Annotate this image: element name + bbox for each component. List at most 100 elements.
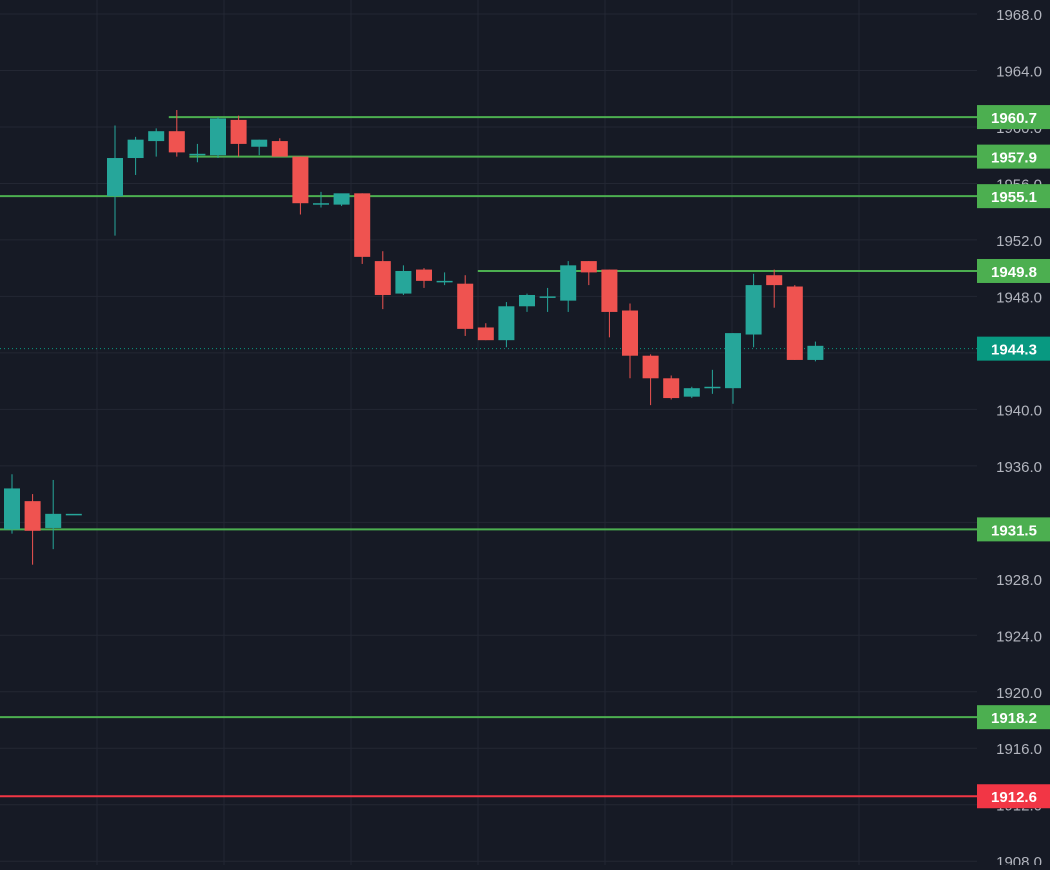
level-label: 1912.6 [991,789,1037,806]
candle-body [395,270,412,294]
candle [210,117,226,159]
candle [725,333,741,404]
y-tick-label: 1928.0 [996,572,1042,589]
candle-body [539,296,556,298]
candle [45,479,62,550]
candle-body [4,488,20,530]
candle [766,269,783,308]
price-axis[interactable]: 1968.01964.01960.01956.01952.01948.01944… [996,7,1042,870]
candle-body [168,131,185,153]
candle [457,275,474,336]
candle [251,139,268,156]
level-badge [977,184,1050,209]
candle [354,193,371,264]
candle [745,273,762,348]
candle-body [642,355,659,379]
candle-body [807,345,824,360]
y-tick-label: 1964.0 [996,63,1042,80]
candle-body [271,141,288,157]
candle [230,115,247,157]
candle [580,261,597,286]
candle-body [230,119,247,144]
candle [786,285,803,360]
price-labels: 1960.7 1957.9 1955.1 1949.8 1931.5 1918.2 1912… [977,105,1050,809]
candle [539,287,556,312]
y-tick-label: 1908.0 [996,854,1042,865]
candle-body [333,193,350,205]
candle [313,191,329,208]
level-badge [977,517,1050,542]
y-tick-label: 1940.0 [996,402,1042,419]
candle [807,341,824,362]
candle-body [416,269,432,281]
candle-body [745,285,762,335]
candle [395,265,412,295]
level-badge [977,144,1050,169]
candle-body [601,269,618,312]
y-tick-label: 1924.0 [996,628,1042,645]
candle-body [45,513,62,528]
candle-body [148,131,165,142]
candle-body [477,327,494,341]
candle-body [498,306,515,341]
candle [498,302,515,348]
candle [601,269,618,338]
candles [4,110,824,565]
level-label: 1960.7 [991,110,1037,127]
candle-body [313,203,329,205]
candle-body [292,156,309,204]
candle [292,156,309,215]
candle-body [663,378,680,399]
y-tick-label: 1920.0 [996,685,1042,702]
candle-body [622,310,638,356]
candle [148,128,165,157]
candle [271,138,288,157]
current-price-label: 1944.3 [991,342,1037,359]
level-label: 1918.2 [991,710,1037,727]
candle [436,272,453,286]
y-tick-label: 1936.0 [996,459,1042,476]
level-label: 1931.5 [991,522,1037,539]
level-badge [977,105,1050,130]
candle [560,261,577,312]
candle-body [683,388,700,397]
candle-body [436,280,453,283]
candle-body [457,283,474,329]
y-tick-label: 1948.0 [996,289,1042,306]
candle-body [65,513,82,516]
candle-body [127,139,144,159]
candle-body [210,118,226,156]
level-label: 1957.9 [991,150,1037,167]
y-tick-label: 1968.0 [996,7,1042,24]
candle [663,375,680,400]
candle [622,303,638,379]
candle [127,136,144,175]
candle [168,110,185,157]
candle [65,513,82,516]
candle [374,251,391,310]
level-badge [977,784,1050,809]
candle [683,386,700,399]
candle-body [786,286,803,360]
candle-body [189,153,206,156]
y-tick-label: 1916.0 [996,741,1042,758]
candle [189,143,206,163]
candle [107,125,123,236]
candle-body [354,193,371,257]
candle-body [107,158,123,197]
candle-body [24,501,41,531]
level-badge [977,258,1050,283]
candle-body [519,294,535,307]
candle-body [766,275,783,286]
candle-body [560,265,577,301]
level-label: 1949.8 [991,264,1037,281]
level-badge [977,705,1050,730]
candle-body [374,261,391,295]
y-tick-label: 1952.0 [996,233,1042,250]
candle-body [704,386,721,389]
candle [333,193,350,207]
candle-body [251,139,268,147]
candle [704,369,721,394]
